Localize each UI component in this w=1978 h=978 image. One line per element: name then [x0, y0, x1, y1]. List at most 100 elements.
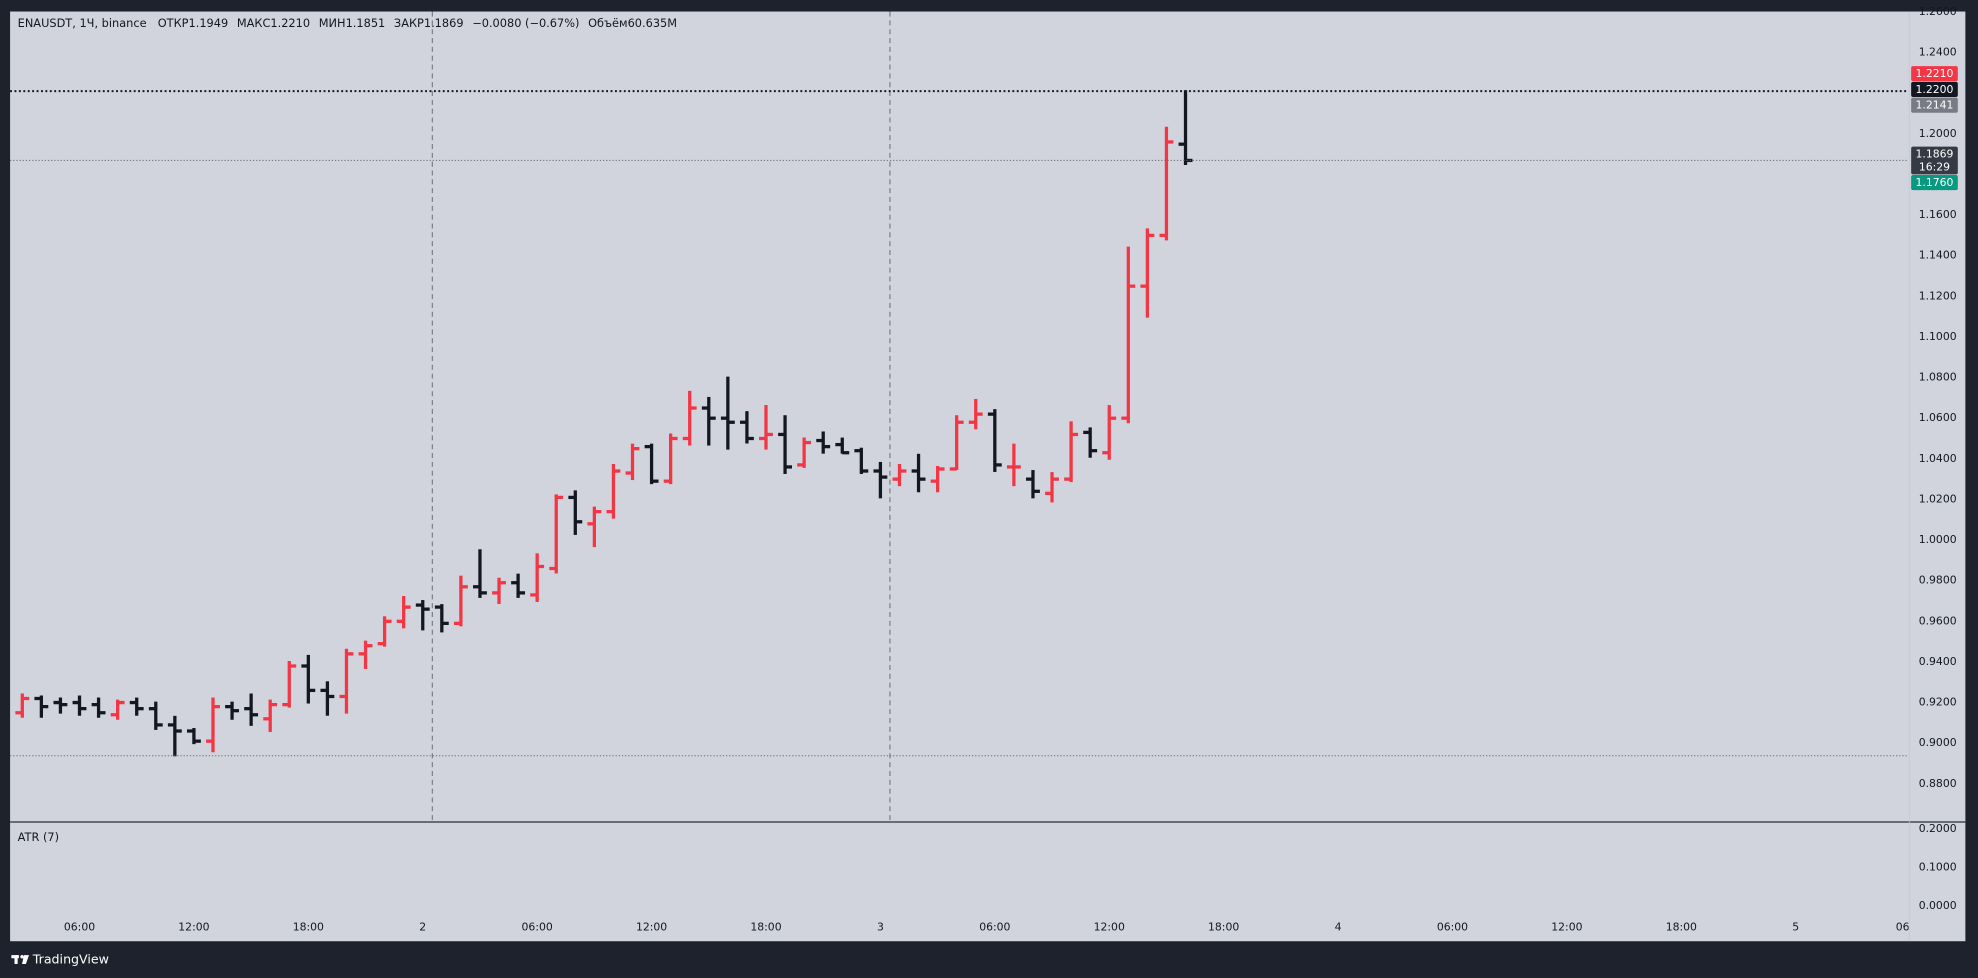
symbol: ENAUSDT, 1Ч, binance	[18, 16, 147, 30]
ohlc-bar	[53, 697, 68, 714]
ohlc-bar	[511, 573, 526, 598]
x-tick-label: 18:00	[1208, 920, 1239, 933]
ohlc-bar	[473, 549, 487, 598]
price-label-box	[1911, 66, 1958, 82]
x-tick-label: 5	[1792, 920, 1799, 933]
ohlc-bar	[949, 415, 964, 471]
brand: TradingView	[32, 952, 109, 967]
ohlc-bar	[739, 411, 754, 444]
x-tick-label: 12:00	[1094, 920, 1125, 933]
ohlc-bar	[129, 697, 144, 716]
ohlc-bar	[1045, 472, 1059, 503]
ohlc-bar	[835, 437, 850, 455]
ohlc-bar	[15, 693, 30, 718]
y-tick-label: 1.2000	[1919, 127, 1957, 140]
x-tick-label: 12:00	[636, 920, 667, 933]
brand-logo	[11, 954, 30, 964]
x-tick-label: 06:00	[522, 920, 553, 933]
price-label: 1.1869	[1916, 148, 1954, 161]
y-tick-label: 0.9200	[1919, 696, 1957, 709]
ohlc-bar	[720, 376, 735, 450]
y-tick-label: 0.1000	[1919, 860, 1957, 873]
y-tick-label: 1.2400	[1919, 46, 1957, 59]
ohlc-bar	[930, 465, 945, 493]
change: −0.0080 (−0.67%)	[472, 16, 579, 30]
ohlc-bar	[453, 575, 468, 627]
ohlc-bar	[1026, 470, 1040, 499]
y-tick-label: 1.1200	[1919, 289, 1957, 302]
price-label-box	[1911, 97, 1958, 113]
y-tick-label: 1.1600	[1919, 208, 1957, 221]
chart-background	[10, 11, 1966, 942]
y-tick-label: 1.1000	[1919, 330, 1957, 343]
ohlc-bar	[625, 443, 640, 481]
field-label: МИН	[319, 16, 346, 30]
field-value: 1.1869	[424, 16, 464, 30]
countdown: 16:29	[1919, 160, 1950, 173]
ohlc-bar	[301, 654, 316, 704]
ohlc-bar	[644, 443, 659, 485]
ohlc-bar	[225, 701, 239, 720]
ohlc-bar	[186, 728, 201, 745]
y-tick-label: 1.0400	[1919, 452, 1957, 465]
y-tick-label: 1.0800	[1919, 371, 1957, 384]
ohlc-bar	[492, 577, 506, 604]
ohlc-bar	[72, 695, 87, 716]
x-tick-label: 06:00	[979, 920, 1010, 933]
y-tick-label: 1.1400	[1919, 249, 1957, 262]
ohlc-bar	[244, 693, 259, 726]
field-value: 1.1949	[189, 16, 229, 30]
ohlc-bar	[797, 437, 812, 468]
y-tick-label: 0.8800	[1919, 777, 1957, 790]
ohlc-bar	[530, 553, 545, 602]
x-tick-label: 06:	[1896, 920, 1913, 933]
y-tick-label: 1.0200	[1919, 492, 1957, 505]
ohlc-bar	[663, 433, 678, 485]
ohlc-bar	[263, 699, 278, 732]
ohlc-bar	[816, 431, 831, 454]
ohlc-bar	[1064, 421, 1079, 483]
field-value: 1.2210	[270, 16, 310, 30]
ohlc-bar	[778, 415, 793, 474]
ohlc-bar	[320, 681, 335, 716]
ohlc-bar	[110, 699, 125, 720]
x-tick-label: 18:00	[750, 920, 781, 933]
x-tick-label: 06:00	[64, 920, 95, 933]
ohlc-bar	[701, 396, 716, 446]
ohlc-bar	[1083, 427, 1098, 458]
ohlc-bar	[91, 697, 106, 718]
field-label: МАКС	[237, 16, 271, 30]
price-label-box	[1911, 81, 1958, 97]
ohlc-bar	[396, 595, 411, 629]
ohlc-bar	[568, 490, 583, 535]
ohlc-bar	[911, 453, 926, 493]
ohlc-bar	[987, 409, 1002, 472]
ohlc-bar	[358, 640, 373, 669]
ohlc-bar	[377, 616, 392, 647]
ohlc-bar	[1006, 443, 1021, 487]
ohlc-bar	[148, 701, 163, 730]
logo-part	[14, 955, 18, 964]
price-label-box	[1911, 174, 1958, 191]
x-tick-label: 18:00	[1666, 920, 1697, 933]
ohlc-bar	[549, 494, 564, 574]
ohlc-bar	[682, 390, 697, 446]
x-tick-label: 12:00	[1551, 920, 1582, 933]
ohlc-bar	[434, 604, 449, 633]
y-tick-label: 0.9400	[1919, 655, 1957, 668]
y-tick-label: 0.9600	[1919, 614, 1957, 627]
logo-part	[22, 955, 30, 964]
ohlc-bar	[1121, 246, 1136, 424]
ohlc-bar	[339, 648, 354, 714]
x-tick-label: 4	[1335, 920, 1342, 933]
price-label: 1.1760	[1916, 176, 1954, 189]
y-tick-label: 1.0600	[1919, 411, 1957, 424]
ohlc-bar	[206, 697, 220, 753]
y-tick-label: 1.2600	[1919, 5, 1957, 18]
field-label: ЗАКР	[394, 16, 424, 30]
ohlc-bar	[968, 398, 983, 430]
indicator-title: ATR (7)	[18, 830, 59, 844]
price-label: 1.2210	[1916, 67, 1954, 80]
x-tick-label: 3	[877, 920, 884, 933]
